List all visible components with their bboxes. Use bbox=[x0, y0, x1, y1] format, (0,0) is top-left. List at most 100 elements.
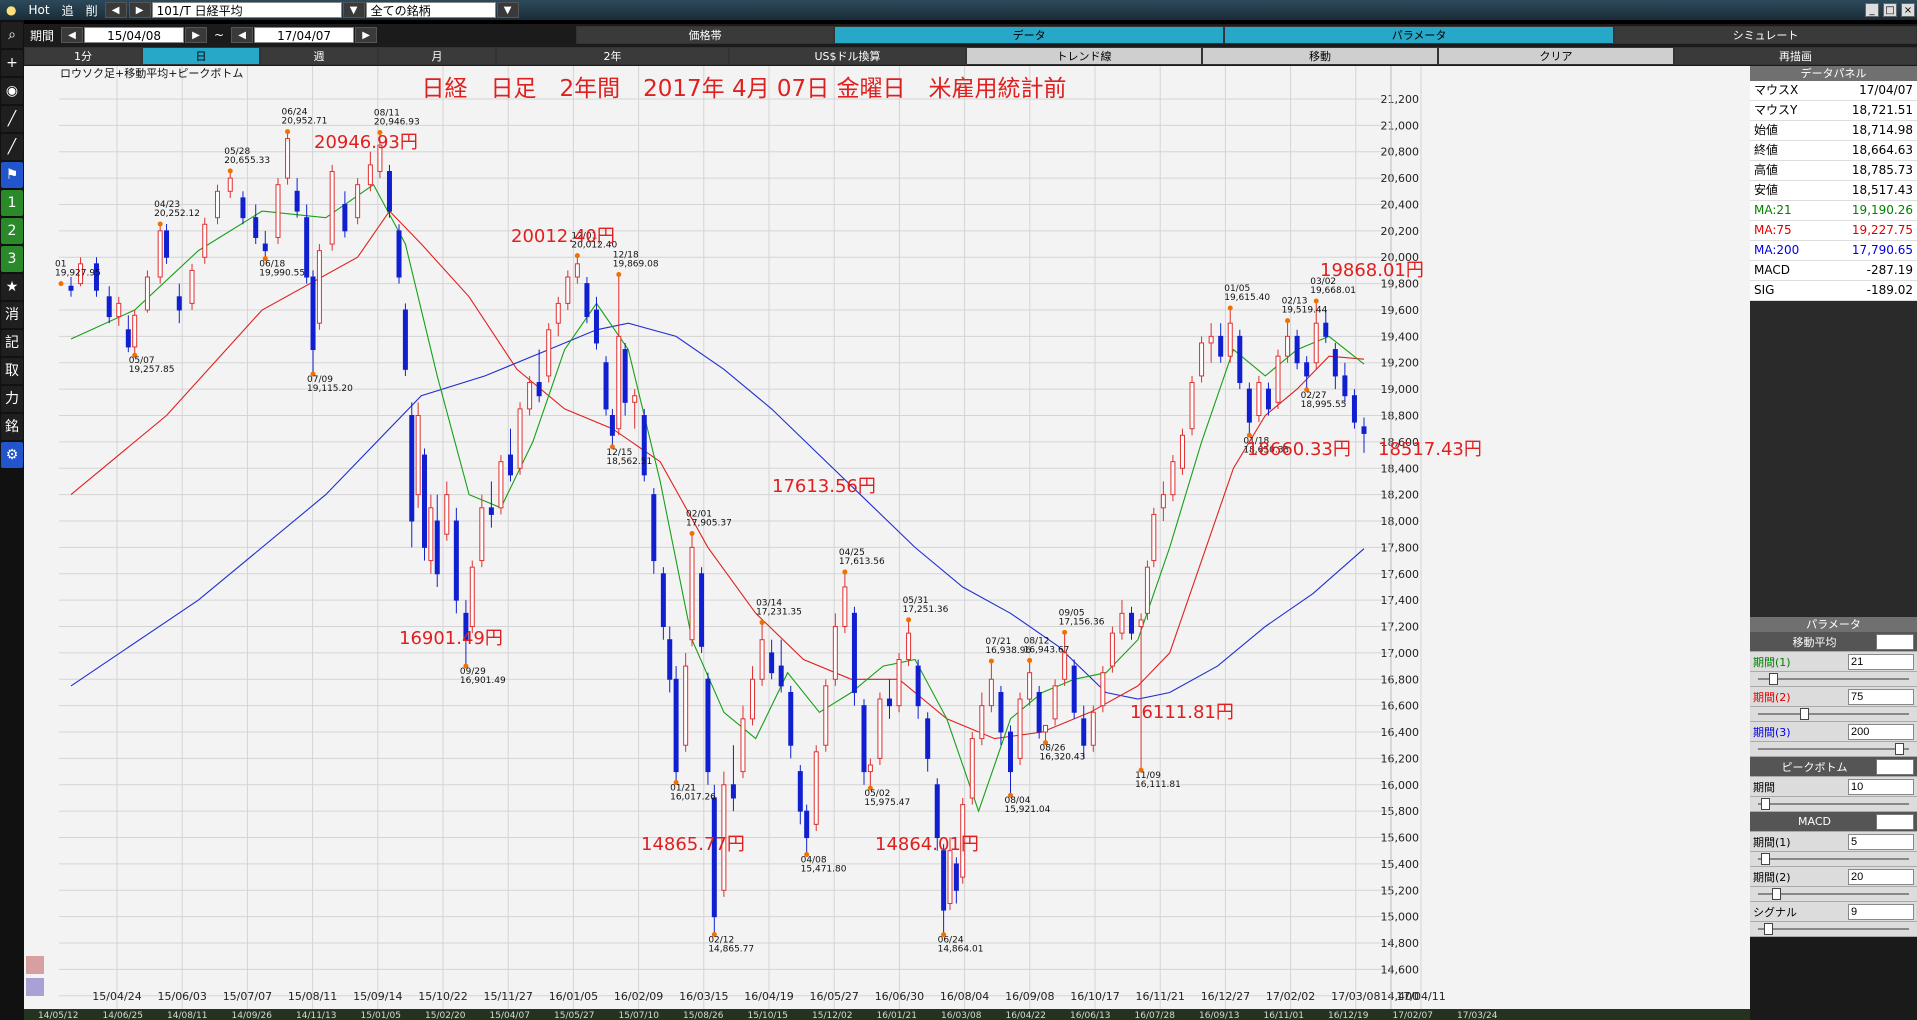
pb-reset-button[interactable]: 初期値 bbox=[1876, 758, 1914, 775]
param-input[interactable] bbox=[1848, 688, 1914, 705]
slider-thumb[interactable] bbox=[1772, 888, 1781, 900]
period-from-input[interactable]: 15/04/08 bbox=[84, 27, 185, 43]
data-row-key: MA:21 bbox=[1754, 203, 1792, 217]
peak-value-label: 16,320.43 bbox=[1040, 753, 1086, 763]
macd-reset-button[interactable]: 初期値 bbox=[1876, 813, 1914, 830]
prev-symbol-button[interactable]: ◀ bbox=[104, 2, 127, 18]
delete-icon[interactable]: 消 bbox=[1, 302, 23, 328]
slider-track bbox=[1758, 858, 1909, 860]
candle-body bbox=[750, 678, 756, 720]
number-1-icon[interactable]: 1 bbox=[1, 190, 23, 216]
data-row-value: 18,785.73 bbox=[1851, 163, 1913, 177]
param-input[interactable] bbox=[1848, 903, 1914, 920]
chart-area[interactable]: 14,400 14,600 14,800 15,000 15,200 15,400 15,6… bbox=[24, 66, 1750, 1020]
slider-thumb[interactable] bbox=[1760, 853, 1770, 865]
y-tick-label: 21,000 bbox=[1381, 119, 1420, 132]
slider-thumb[interactable] bbox=[1800, 708, 1809, 720]
symbol-select[interactable]: 101/T 日経平均 bbox=[151, 2, 342, 18]
filter-dropdown-icon[interactable]: ▼ bbox=[496, 2, 519, 18]
param-slider[interactable] bbox=[1750, 797, 1917, 812]
param-slider[interactable] bbox=[1750, 742, 1917, 757]
param-input[interactable] bbox=[1848, 778, 1914, 795]
period-to-next-button[interactable]: ▶ bbox=[355, 27, 378, 43]
data-row-key: MA:75 bbox=[1754, 223, 1792, 237]
slider-thumb[interactable] bbox=[1763, 923, 1773, 935]
chart-line-icon[interactable]: ╱ bbox=[1, 106, 23, 132]
peak-date-label: 02/01 bbox=[686, 510, 712, 520]
close-button[interactable]: × bbox=[1901, 3, 1915, 17]
period-from-prev-button[interactable]: ◀ bbox=[61, 27, 84, 43]
param-input[interactable] bbox=[1848, 833, 1914, 850]
candle-body bbox=[1081, 718, 1087, 746]
candle-body bbox=[68, 285, 74, 291]
next-symbol-button[interactable]: ▶ bbox=[128, 2, 151, 18]
flag-icon[interactable]: ⚑ bbox=[1, 162, 23, 188]
tab-clear[interactable]: クリア bbox=[1438, 47, 1674, 65]
search-icon[interactable]: ⌕ bbox=[1, 22, 23, 48]
tab-usd-convert[interactable]: US$ドル換算 bbox=[729, 47, 966, 65]
slider-thumb[interactable] bbox=[1895, 743, 1905, 755]
param-slider[interactable] bbox=[1750, 922, 1917, 937]
peak-marker bbox=[377, 129, 383, 135]
power-icon[interactable]: 力 bbox=[1, 386, 23, 412]
number-2-icon[interactable]: 2 bbox=[1, 218, 23, 244]
tab-monthly[interactable]: 月 bbox=[378, 47, 496, 65]
tab-2year[interactable]: 2年 bbox=[496, 47, 729, 65]
record-icon[interactable]: 記 bbox=[1, 330, 23, 356]
peak-value-label: 17,613.56 bbox=[839, 557, 885, 567]
period-to-input[interactable]: 17/04/07 bbox=[254, 27, 355, 43]
add-button[interactable]: 追 bbox=[61, 3, 74, 18]
tab-trendline[interactable]: トレンド線 bbox=[966, 47, 1202, 65]
param-slider[interactable] bbox=[1750, 672, 1917, 687]
peak-date-label: 08/04 bbox=[1004, 796, 1030, 806]
chart-line-icon-2[interactable]: ╱ bbox=[1, 134, 23, 160]
minimize-button[interactable]: _ bbox=[1865, 3, 1879, 17]
param-slider[interactable] bbox=[1750, 852, 1917, 867]
param-input[interactable] bbox=[1848, 723, 1914, 740]
candle-body bbox=[1342, 375, 1348, 397]
tab-parameter[interactable]: パラメータ bbox=[1224, 26, 1615, 44]
star-icon[interactable]: ★ bbox=[1, 274, 23, 300]
data-row-value: 19,227.75 bbox=[1851, 223, 1913, 237]
candle-body bbox=[189, 269, 195, 304]
param-slider[interactable] bbox=[1750, 887, 1917, 902]
period-label: 期間 bbox=[30, 28, 55, 43]
symbol-dropdown-icon[interactable]: ▼ bbox=[342, 2, 365, 18]
stock-icon[interactable]: 銘 bbox=[1, 414, 23, 440]
camera-icon[interactable]: ◉ bbox=[1, 78, 23, 104]
tab-data[interactable]: データ bbox=[834, 26, 1225, 44]
delete-button[interactable]: 削 bbox=[85, 3, 98, 18]
filter-select[interactable]: 全ての銘柄 bbox=[365, 2, 496, 18]
ma-reset-button[interactable]: 初期値 bbox=[1876, 633, 1914, 650]
peak-date-label: 12/15 bbox=[606, 448, 632, 458]
number-3-icon[interactable]: 3 bbox=[1, 246, 23, 272]
bottom-tick-label: 16/09/13 bbox=[1199, 1011, 1239, 1020]
plus-icon[interactable]: + bbox=[1, 50, 23, 76]
tab-daily[interactable]: 日 bbox=[142, 47, 260, 65]
gear-icon[interactable]: ⚙ bbox=[1, 442, 23, 468]
param-input[interactable] bbox=[1848, 868, 1914, 885]
slider-thumb[interactable] bbox=[1760, 798, 1770, 810]
param-slider[interactable] bbox=[1750, 707, 1917, 722]
param-input[interactable] bbox=[1848, 653, 1914, 670]
tab-weekly[interactable]: 週 bbox=[260, 47, 378, 65]
maximize-button[interactable]: □ bbox=[1883, 3, 1897, 17]
candle-body bbox=[227, 177, 233, 192]
tab-redraw[interactable]: 再描画 bbox=[1674, 47, 1917, 65]
slider-thumb[interactable] bbox=[1769, 673, 1779, 685]
candle-body bbox=[1294, 335, 1300, 364]
take-icon[interactable]: 取 bbox=[1, 358, 23, 384]
period-from-next-button[interactable]: ▶ bbox=[185, 27, 208, 43]
period-to-prev-button[interactable]: ◀ bbox=[231, 27, 254, 43]
tab-simulate[interactable]: シミュレート bbox=[1614, 26, 1917, 44]
bulb-icon[interactable]: ● bbox=[6, 3, 17, 17]
peak-marker bbox=[842, 569, 848, 575]
hot-button[interactable]: Hot bbox=[28, 3, 50, 17]
y-tick-label: 19,400 bbox=[1381, 330, 1420, 343]
tab-1min[interactable]: 1分 bbox=[24, 47, 142, 65]
candlestick-chart[interactable]: 14,400 14,600 14,800 15,000 15,200 15,400 15,6… bbox=[24, 66, 1750, 1020]
y-tick-label: 20,600 bbox=[1381, 172, 1420, 185]
tab-price-band[interactable]: 価格帯 bbox=[576, 26, 835, 44]
param-label: 期間(2) bbox=[1753, 690, 1791, 704]
tab-move[interactable]: 移動 bbox=[1202, 47, 1438, 65]
